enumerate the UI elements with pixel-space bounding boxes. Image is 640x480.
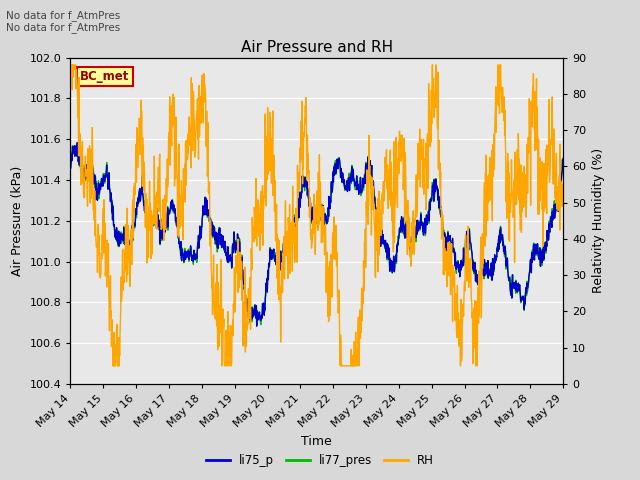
Title: Air Pressure and RH: Air Pressure and RH bbox=[241, 40, 393, 55]
Y-axis label: Air Pressure (kPa): Air Pressure (kPa) bbox=[11, 166, 24, 276]
Text: BC_met: BC_met bbox=[80, 71, 130, 84]
Legend: li75_p, li77_pres, RH: li75_p, li77_pres, RH bbox=[202, 449, 438, 472]
X-axis label: Time: Time bbox=[301, 434, 332, 447]
Y-axis label: Relativity Humidity (%): Relativity Humidity (%) bbox=[592, 148, 605, 293]
Text: No data for f_AtmPres
No data for f_AtmPres: No data for f_AtmPres No data for f_AtmP… bbox=[6, 10, 121, 33]
